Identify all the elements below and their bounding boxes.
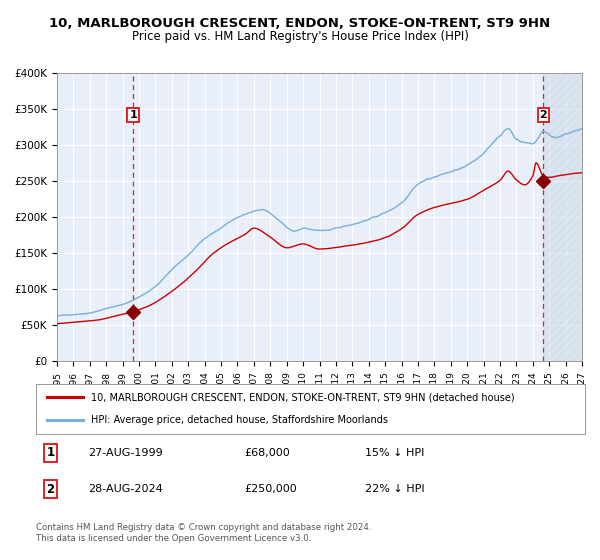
Text: £250,000: £250,000 <box>245 484 298 494</box>
Text: 10, MARLBOROUGH CRESCENT, ENDON, STOKE-ON-TRENT, ST9 9HN: 10, MARLBOROUGH CRESCENT, ENDON, STOKE-O… <box>49 17 551 30</box>
Text: 2: 2 <box>46 483 55 496</box>
Text: Contains HM Land Registry data © Crown copyright and database right 2024.
This d: Contains HM Land Registry data © Crown c… <box>36 524 371 543</box>
Text: HPI: Average price, detached house, Staffordshire Moorlands: HPI: Average price, detached house, Staf… <box>91 416 388 426</box>
Text: 27-AUG-1999: 27-AUG-1999 <box>88 448 163 458</box>
Text: 10, MARLBOROUGH CRESCENT, ENDON, STOKE-ON-TRENT, ST9 9HN (detached house): 10, MARLBOROUGH CRESCENT, ENDON, STOKE-O… <box>91 392 515 402</box>
Text: 1: 1 <box>130 110 137 120</box>
Text: Price paid vs. HM Land Registry's House Price Index (HPI): Price paid vs. HM Land Registry's House … <box>131 30 469 43</box>
Bar <box>544 73 582 361</box>
Text: 28-AUG-2024: 28-AUG-2024 <box>88 484 163 494</box>
Text: 22% ↓ HPI: 22% ↓ HPI <box>365 484 425 494</box>
Text: £68,000: £68,000 <box>245 448 290 458</box>
Text: 15% ↓ HPI: 15% ↓ HPI <box>365 448 425 458</box>
Text: 1: 1 <box>46 446 55 459</box>
Text: 2: 2 <box>539 110 547 120</box>
